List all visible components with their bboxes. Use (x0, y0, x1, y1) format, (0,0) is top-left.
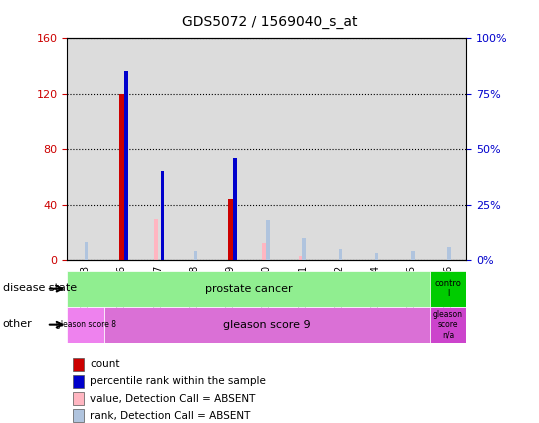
Text: gleason score 8: gleason score 8 (56, 320, 115, 329)
Bar (120, 93, 124, 260)
Bar (375, 253, 378, 260)
Bar (266, 220, 270, 260)
Text: gleason
score
n/a: gleason score n/a (433, 310, 463, 340)
Bar (233, 158, 237, 260)
Bar (411, 251, 414, 260)
Text: percentile rank within the sample: percentile rank within the sample (90, 376, 266, 386)
Bar (67, 307, 103, 343)
Bar (194, 251, 197, 260)
Bar (430, 38, 466, 260)
Bar (228, 199, 233, 260)
Bar (85, 242, 88, 260)
Bar (154, 219, 158, 260)
Bar (393, 38, 430, 260)
Text: GDS5072 / 1569040_s_at: GDS5072 / 1569040_s_at (182, 15, 357, 29)
Bar (125, 71, 128, 260)
Bar (103, 307, 430, 343)
Text: count: count (90, 359, 120, 369)
Bar (338, 249, 342, 260)
Text: disease state: disease state (3, 283, 77, 294)
Bar (430, 307, 466, 343)
Bar (299, 256, 303, 260)
Text: value, Detection Call = ABSENT: value, Detection Call = ABSENT (90, 393, 255, 404)
Bar (73, 375, 84, 388)
Bar (73, 392, 84, 405)
Bar (212, 38, 248, 260)
Bar (67, 38, 103, 260)
Bar (447, 247, 451, 260)
Bar (140, 38, 176, 260)
Bar (161, 171, 164, 260)
Text: prostate cancer: prostate cancer (205, 284, 293, 294)
Text: contro
l: contro l (434, 279, 461, 298)
Bar (357, 38, 393, 260)
Bar (176, 38, 212, 260)
Bar (103, 38, 140, 260)
Bar (73, 409, 84, 422)
Bar (285, 38, 321, 260)
Bar (262, 244, 267, 260)
Text: gleason score 9: gleason score 9 (223, 320, 310, 330)
Bar (302, 238, 306, 260)
Text: rank, Detection Call = ABSENT: rank, Detection Call = ABSENT (90, 411, 250, 421)
Bar (321, 38, 357, 260)
Text: other: other (3, 319, 32, 330)
Bar (248, 38, 285, 260)
Bar (430, 271, 466, 307)
Bar (73, 357, 84, 371)
